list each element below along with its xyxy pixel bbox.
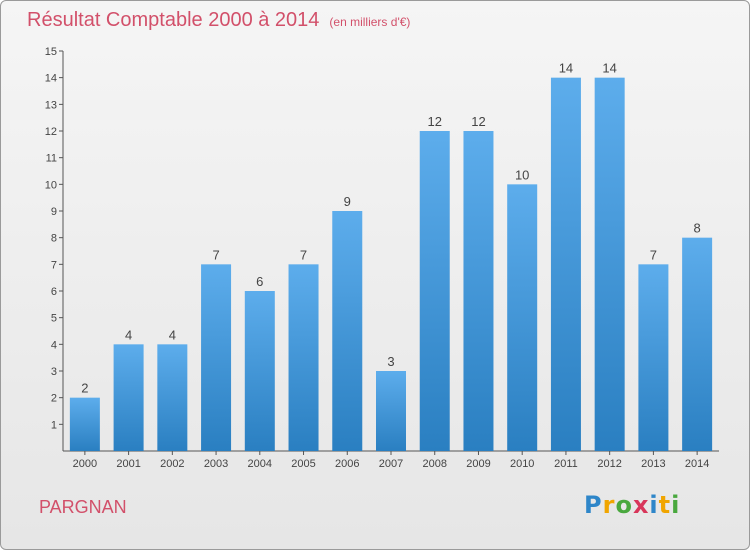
logo-letter: P [584,491,603,519]
bar-value-label: 12 [471,114,485,129]
bar-value-label: 12 [427,114,441,129]
proxiti-logo: Proxiti [584,491,680,519]
bar [113,344,144,451]
x-tick-label: 2013 [641,458,665,470]
bar [157,344,188,451]
bar [201,264,232,451]
bar-value-label: 9 [344,194,351,209]
y-tick-label: 7 [51,259,57,271]
bar [288,264,319,451]
bar-value-label: 4 [169,327,176,342]
bar [507,184,538,452]
y-tick-label: 13 [45,99,57,111]
y-tick-label: 11 [46,153,57,165]
x-tick-label: 2005 [291,458,315,470]
logo-letter: o [615,491,633,519]
bar [69,397,100,451]
bar [419,131,450,451]
x-tick-label: 2003 [204,458,228,470]
y-tick-label: 3 [51,366,57,378]
y-tick-label: 15 [45,46,57,58]
x-tick-label: 2014 [685,458,709,470]
bar [376,371,406,451]
chart-subtitle: (en milliers d'€) [329,15,411,29]
bar [594,77,625,452]
bar [682,237,713,451]
y-tick-label: 4 [51,339,57,351]
x-tick-label: 2002 [160,458,184,470]
y-tick-label: 6 [51,286,57,298]
y-tick-label: 14 [45,73,57,85]
y-tick-label: 9 [51,206,57,218]
chart-title-text: Résultat Comptable 2000 à 2014 [27,9,320,31]
bar [550,77,581,452]
x-tick-label: 2006 [335,458,359,470]
logo-letter: i [649,491,659,519]
logo-letter: r [602,491,616,519]
logo-letter: i [671,491,681,519]
x-tick-label: 2012 [597,458,621,470]
bar-value-label: 3 [387,354,394,369]
x-tick-label: 2000 [73,458,97,470]
chart-title: Résultat Comptable 2000 à 2014 (en millie… [27,9,410,32]
y-tick-label: 1 [51,419,57,431]
x-tick-label: 2001 [116,458,140,470]
bar [244,291,275,451]
bar-value-label: 6 [256,274,263,289]
bar-value-label: 14 [602,61,616,76]
x-tick-label: 2011 [554,458,578,470]
bar-value-label: 10 [515,167,529,182]
x-tick-label: 2008 [422,458,446,470]
logo-letter: t [658,491,672,519]
commune-name: PARGNAN [39,497,127,517]
bar-value-label: 4 [125,327,132,342]
bars [69,77,713,452]
y-tick-label: 12 [45,126,57,138]
x-tick-label: 2004 [248,458,272,470]
y-tick-label: 5 [51,313,57,325]
bar-value-label: 7 [300,247,307,262]
x-tick-label: 2007 [379,458,403,470]
labels: 2 2000 4 2001 4 2002 7 2003 6 2004 7 2005 9 2006 3 2007… [73,61,710,470]
bar-value-label: 2 [81,381,88,396]
logo-letter: x [632,491,650,519]
y-tick-label: 8 [51,233,57,245]
bar-value-label: 8 [694,221,701,236]
y-tick-label: 10 [45,179,57,191]
bar-value-label: 7 [650,247,657,262]
bar-value-label: 7 [212,247,219,262]
bar-value-label: 14 [559,61,573,76]
bar [332,211,363,451]
bar [463,131,494,451]
y-tick-label: 2 [51,393,57,405]
bar [638,264,669,451]
x-tick-label: 2010 [510,458,534,470]
x-tick-label: 2009 [466,458,490,470]
